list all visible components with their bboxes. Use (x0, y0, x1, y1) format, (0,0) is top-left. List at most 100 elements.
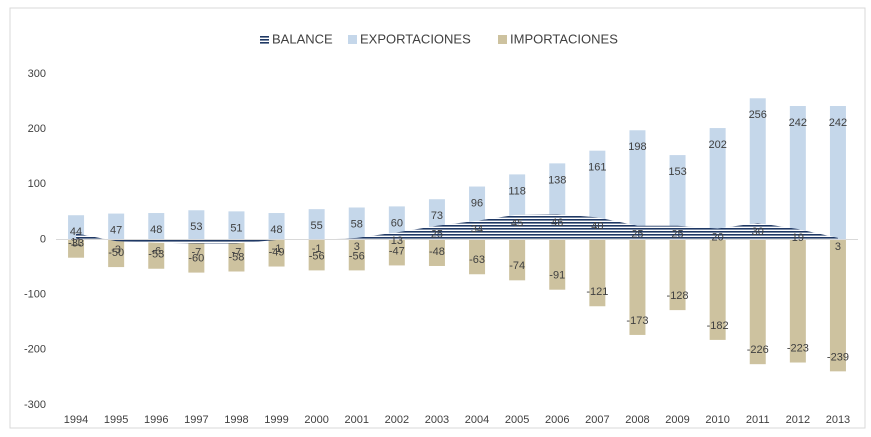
data-label: 198 (628, 141, 646, 153)
x-tick-label: 2004 (465, 414, 489, 426)
bar (789, 239, 806, 363)
data-label: 202 (708, 139, 726, 151)
data-label: -48 (429, 246, 445, 258)
data-label: 3 (354, 241, 360, 253)
data-label: 45 (511, 218, 523, 230)
data-label: -128 (667, 290, 689, 302)
data-label: 138 (548, 174, 566, 186)
data-label: -1 (312, 243, 322, 255)
bar (148, 239, 165, 269)
data-label: 25 (631, 229, 643, 241)
y-tick-label: -200 (24, 344, 46, 356)
x-tick-label: 2007 (585, 414, 609, 426)
bar (308, 239, 325, 271)
y-tick-label: 300 (28, 68, 46, 80)
data-label: 55 (311, 220, 323, 232)
data-label: 44 (70, 226, 82, 238)
data-label: -7 (232, 246, 242, 258)
legend-swatch (348, 35, 357, 44)
data-label: -226 (747, 344, 769, 356)
bar (469, 239, 486, 275)
bar (789, 105, 806, 240)
bar (228, 239, 245, 272)
data-label: -53 (148, 249, 164, 261)
bar (388, 206, 405, 240)
x-tick-label: 2006 (545, 414, 569, 426)
data-label: 256 (749, 109, 767, 121)
bar (509, 239, 526, 281)
data-label: 161 (588, 162, 606, 174)
bar (549, 239, 566, 290)
data-label: -49 (269, 246, 285, 258)
bar (669, 155, 686, 240)
x-tick-label: 2003 (425, 414, 449, 426)
data-label: -91 (549, 270, 565, 282)
x-tick-label: 1996 (144, 414, 168, 426)
y-tick-label: 0 (40, 233, 46, 245)
data-label: 48 (270, 224, 282, 236)
x-tick-label: 1994 (64, 414, 88, 426)
data-label: -47 (389, 245, 405, 257)
data-label: 46 (551, 217, 563, 229)
bar (388, 239, 405, 266)
data-label: -7 (191, 246, 201, 258)
bar (228, 211, 245, 240)
data-label: -58 (228, 251, 244, 263)
bar (589, 239, 606, 307)
x-tick-label: 2009 (665, 414, 689, 426)
x-tick-label: 1995 (104, 414, 128, 426)
bar (749, 239, 766, 365)
bar (629, 130, 646, 240)
bar (108, 239, 125, 268)
y-tick-label: -300 (24, 399, 46, 411)
data-label: -182 (707, 320, 729, 332)
bar (709, 239, 726, 340)
data-label: 25 (431, 229, 443, 241)
data-label: -56 (349, 250, 365, 262)
bar (348, 239, 365, 271)
bar (669, 239, 686, 311)
x-tick-label: 1998 (224, 414, 248, 426)
legend-swatch (498, 35, 507, 44)
data-label: 48 (150, 224, 162, 236)
data-label: 118 (508, 185, 526, 197)
data-label: 47 (110, 224, 122, 236)
balance-area (76, 214, 838, 244)
data-label: 242 (829, 117, 847, 129)
data-label: -121 (586, 286, 608, 298)
data-label: -60 (188, 253, 204, 265)
legend-label: IMPORTACIONES (510, 31, 618, 46)
bar (348, 207, 365, 240)
data-label: 96 (471, 197, 483, 209)
bar (108, 213, 125, 240)
data-label: 40 (591, 220, 603, 232)
data-label: -239 (827, 351, 849, 363)
bar (188, 239, 205, 273)
x-tick-label: 2012 (786, 414, 810, 426)
data-label: -1 (272, 243, 282, 255)
data-label: 73 (431, 210, 443, 222)
data-label: -223 (787, 342, 809, 354)
legend-label: EXPORTACIONES (360, 31, 471, 46)
data-label: 20 (712, 231, 724, 243)
data-label: 3 (835, 241, 841, 253)
data-label: -50 (108, 247, 124, 259)
bar (188, 210, 205, 240)
bar (308, 209, 325, 240)
x-tick-label: 1999 (264, 414, 288, 426)
bar (749, 98, 766, 240)
data-label: -56 (309, 250, 325, 262)
bar (829, 105, 846, 240)
data-label: 60 (391, 217, 403, 229)
x-tick-label: 2011 (746, 414, 770, 426)
x-tick-label: 2002 (385, 414, 409, 426)
bar (268, 239, 285, 267)
x-tick-label: 2013 (826, 414, 850, 426)
data-label: -33 (68, 238, 84, 250)
x-tick-label: 2001 (345, 414, 369, 426)
bar (148, 213, 165, 240)
data-label: 53 (190, 221, 202, 233)
y-tick-label: -100 (24, 289, 46, 301)
bar (629, 239, 646, 335)
